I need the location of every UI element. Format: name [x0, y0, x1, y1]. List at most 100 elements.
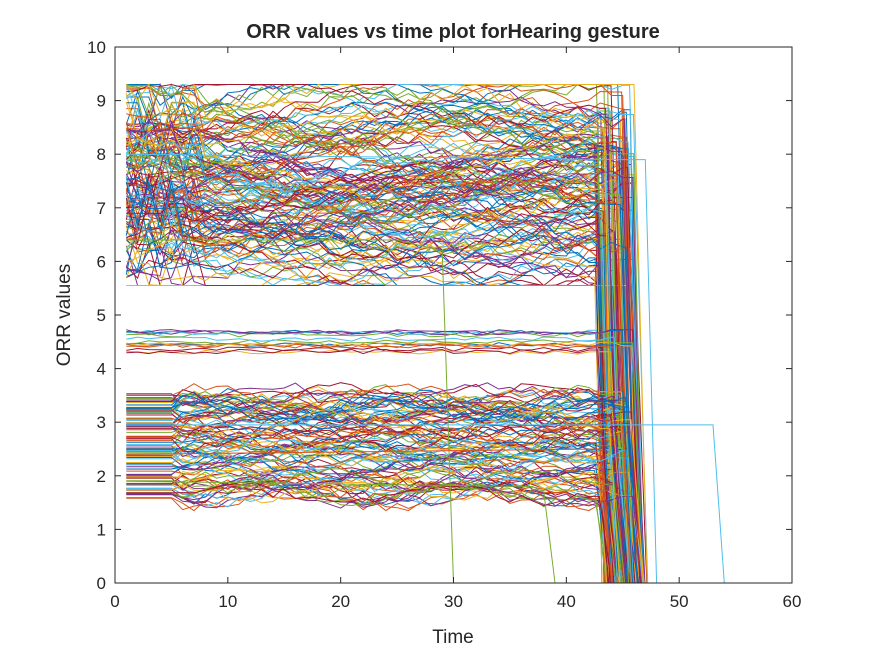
notable-series-line — [126, 153, 658, 583]
notable-series-line — [126, 448, 736, 583]
series-line-upper — [126, 133, 736, 583]
series-line-lower — [126, 460, 736, 583]
series-line-lower — [126, 410, 736, 583]
series-line-lower — [126, 408, 736, 583]
series-line-upper — [126, 195, 736, 583]
series-line-lower — [126, 478, 736, 583]
series-line-lower — [126, 431, 736, 583]
y-tick-label: 5 — [97, 306, 106, 325]
series-line-upper — [125, 231, 736, 583]
series-line-middle — [126, 341, 736, 583]
series-line-upper — [126, 115, 736, 583]
series-line-upper — [126, 83, 736, 583]
x-axis-label: Time — [432, 627, 474, 648]
series-line-upper — [126, 96, 736, 583]
series-line-lower — [126, 470, 736, 583]
series-line-upper — [125, 213, 736, 583]
series-line-middle — [126, 349, 736, 583]
y-axis: 0 1 2 3 4 5 6 7 8 9 10 — [87, 38, 792, 593]
series-line-lower — [126, 387, 736, 583]
x-tick-label: 10 — [218, 592, 237, 611]
y-tick-label: 8 — [97, 145, 106, 164]
series-line-upper — [125, 207, 736, 583]
series-line-lower — [126, 437, 736, 583]
x-axis: 0 10 20 30 40 50 60 — [110, 47, 801, 611]
series-line-upper — [126, 205, 736, 583]
series-line-upper — [126, 181, 736, 583]
series-line-upper — [125, 131, 736, 583]
series-line-upper — [126, 214, 736, 583]
series-line-upper — [126, 163, 736, 583]
series-line-middle — [126, 328, 736, 583]
series-line-lower — [126, 393, 736, 583]
series-layer — [125, 82, 736, 583]
series-line-upper — [126, 213, 736, 583]
series-line-lower — [126, 456, 736, 583]
series-line-upper — [125, 117, 736, 583]
series-line-upper — [126, 129, 736, 583]
series-line-lower — [126, 396, 736, 583]
series-line-lower — [126, 391, 736, 583]
y-tick-label: 9 — [97, 92, 106, 111]
notable-series-line — [126, 239, 646, 583]
x-tick-label: 20 — [331, 592, 350, 611]
series-line-lower — [126, 416, 736, 583]
series-line-lower — [126, 480, 736, 583]
x-tick-label: 50 — [670, 592, 689, 611]
y-tick-label: 4 — [97, 360, 106, 379]
series-line-middle — [126, 336, 736, 583]
series-line-upper — [125, 230, 736, 583]
series-line-upper — [126, 158, 736, 583]
series-line-upper — [126, 196, 736, 583]
series-line-lower — [126, 481, 736, 583]
series-line-upper — [126, 110, 736, 583]
series-line-lower — [126, 383, 736, 583]
series-line-lower — [126, 382, 736, 583]
x-tick-label: 40 — [557, 592, 576, 611]
series-line-upper — [125, 207, 736, 583]
series-line-upper — [126, 109, 736, 583]
notable-series-line — [126, 424, 736, 583]
y-tick-label: 2 — [97, 467, 106, 486]
x-tick-label: 60 — [783, 592, 802, 611]
y-tick-label: 10 — [87, 38, 106, 57]
series-line-lower — [126, 475, 736, 583]
series-line-upper — [125, 178, 736, 583]
x-tick-label: 0 — [110, 592, 119, 611]
series-line-lower — [126, 433, 736, 583]
y-tick-label: 0 — [97, 574, 106, 593]
series-line-upper — [126, 136, 736, 583]
y-tick-label: 3 — [97, 413, 106, 432]
notable-series-line — [126, 480, 646, 583]
series-line-upper — [126, 123, 736, 583]
y-tick-label: 6 — [97, 252, 106, 271]
series-line-upper — [126, 101, 736, 583]
series-line-lower — [126, 422, 736, 583]
series-line-upper — [125, 98, 736, 583]
series-line-upper — [126, 83, 736, 583]
series-line-upper — [125, 114, 736, 583]
series-line-upper — [125, 130, 736, 583]
series-line-lower — [126, 409, 736, 583]
series-line-upper — [126, 142, 736, 583]
series-line-upper — [126, 116, 736, 583]
series-line-upper — [126, 160, 736, 583]
series-line-lower — [126, 476, 736, 583]
x-tick-label: 30 — [444, 592, 463, 611]
series-line-upper — [126, 172, 736, 583]
series-line-lower — [126, 396, 736, 583]
series-line-middle — [126, 339, 736, 583]
series-line-middle — [126, 348, 736, 583]
series-line-lower — [126, 480, 736, 583]
series-line-lower — [126, 443, 736, 583]
series-line-upper — [126, 119, 736, 583]
series-line-upper — [126, 217, 736, 583]
series-line-upper — [126, 230, 736, 583]
series-line-upper — [125, 102, 736, 583]
y-axis-label: ORR values — [54, 264, 75, 366]
series-line-lower — [126, 383, 736, 583]
series-line-lower — [126, 406, 736, 583]
series-line-middle — [126, 331, 736, 583]
